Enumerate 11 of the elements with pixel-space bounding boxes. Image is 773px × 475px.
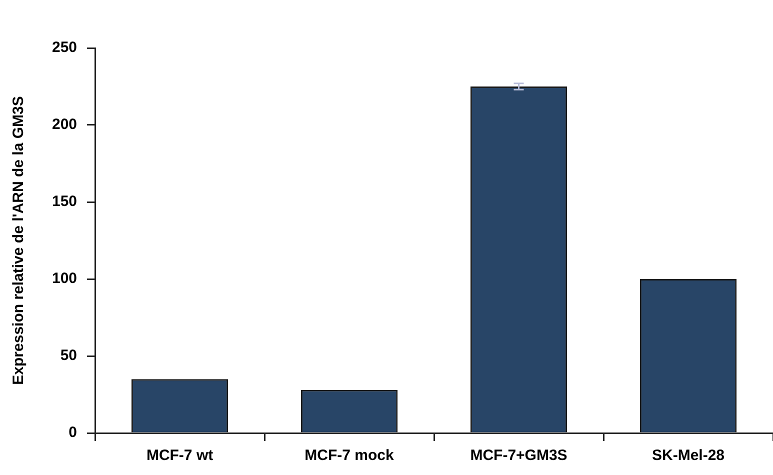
- y-tick-label: 100: [52, 270, 78, 288]
- y-axis-title: Expression relative de l'ARN de la GM3S: [10, 96, 28, 385]
- y-tick-label: 200: [52, 116, 78, 134]
- x-tick-label: MCF-7+GM3S: [470, 447, 568, 464]
- x-tick-label: SK-Mel-28: [652, 447, 725, 464]
- y-tick-label: 50: [60, 347, 78, 364]
- y-tick-label: 150: [52, 193, 78, 210]
- y-tick-label: 0: [68, 424, 78, 442]
- x-tick-label: MCF-7 mock: [304, 447, 395, 464]
- y-tick-label: 250: [52, 39, 78, 56]
- x-tick-label: MCF-7 wt: [146, 447, 214, 464]
